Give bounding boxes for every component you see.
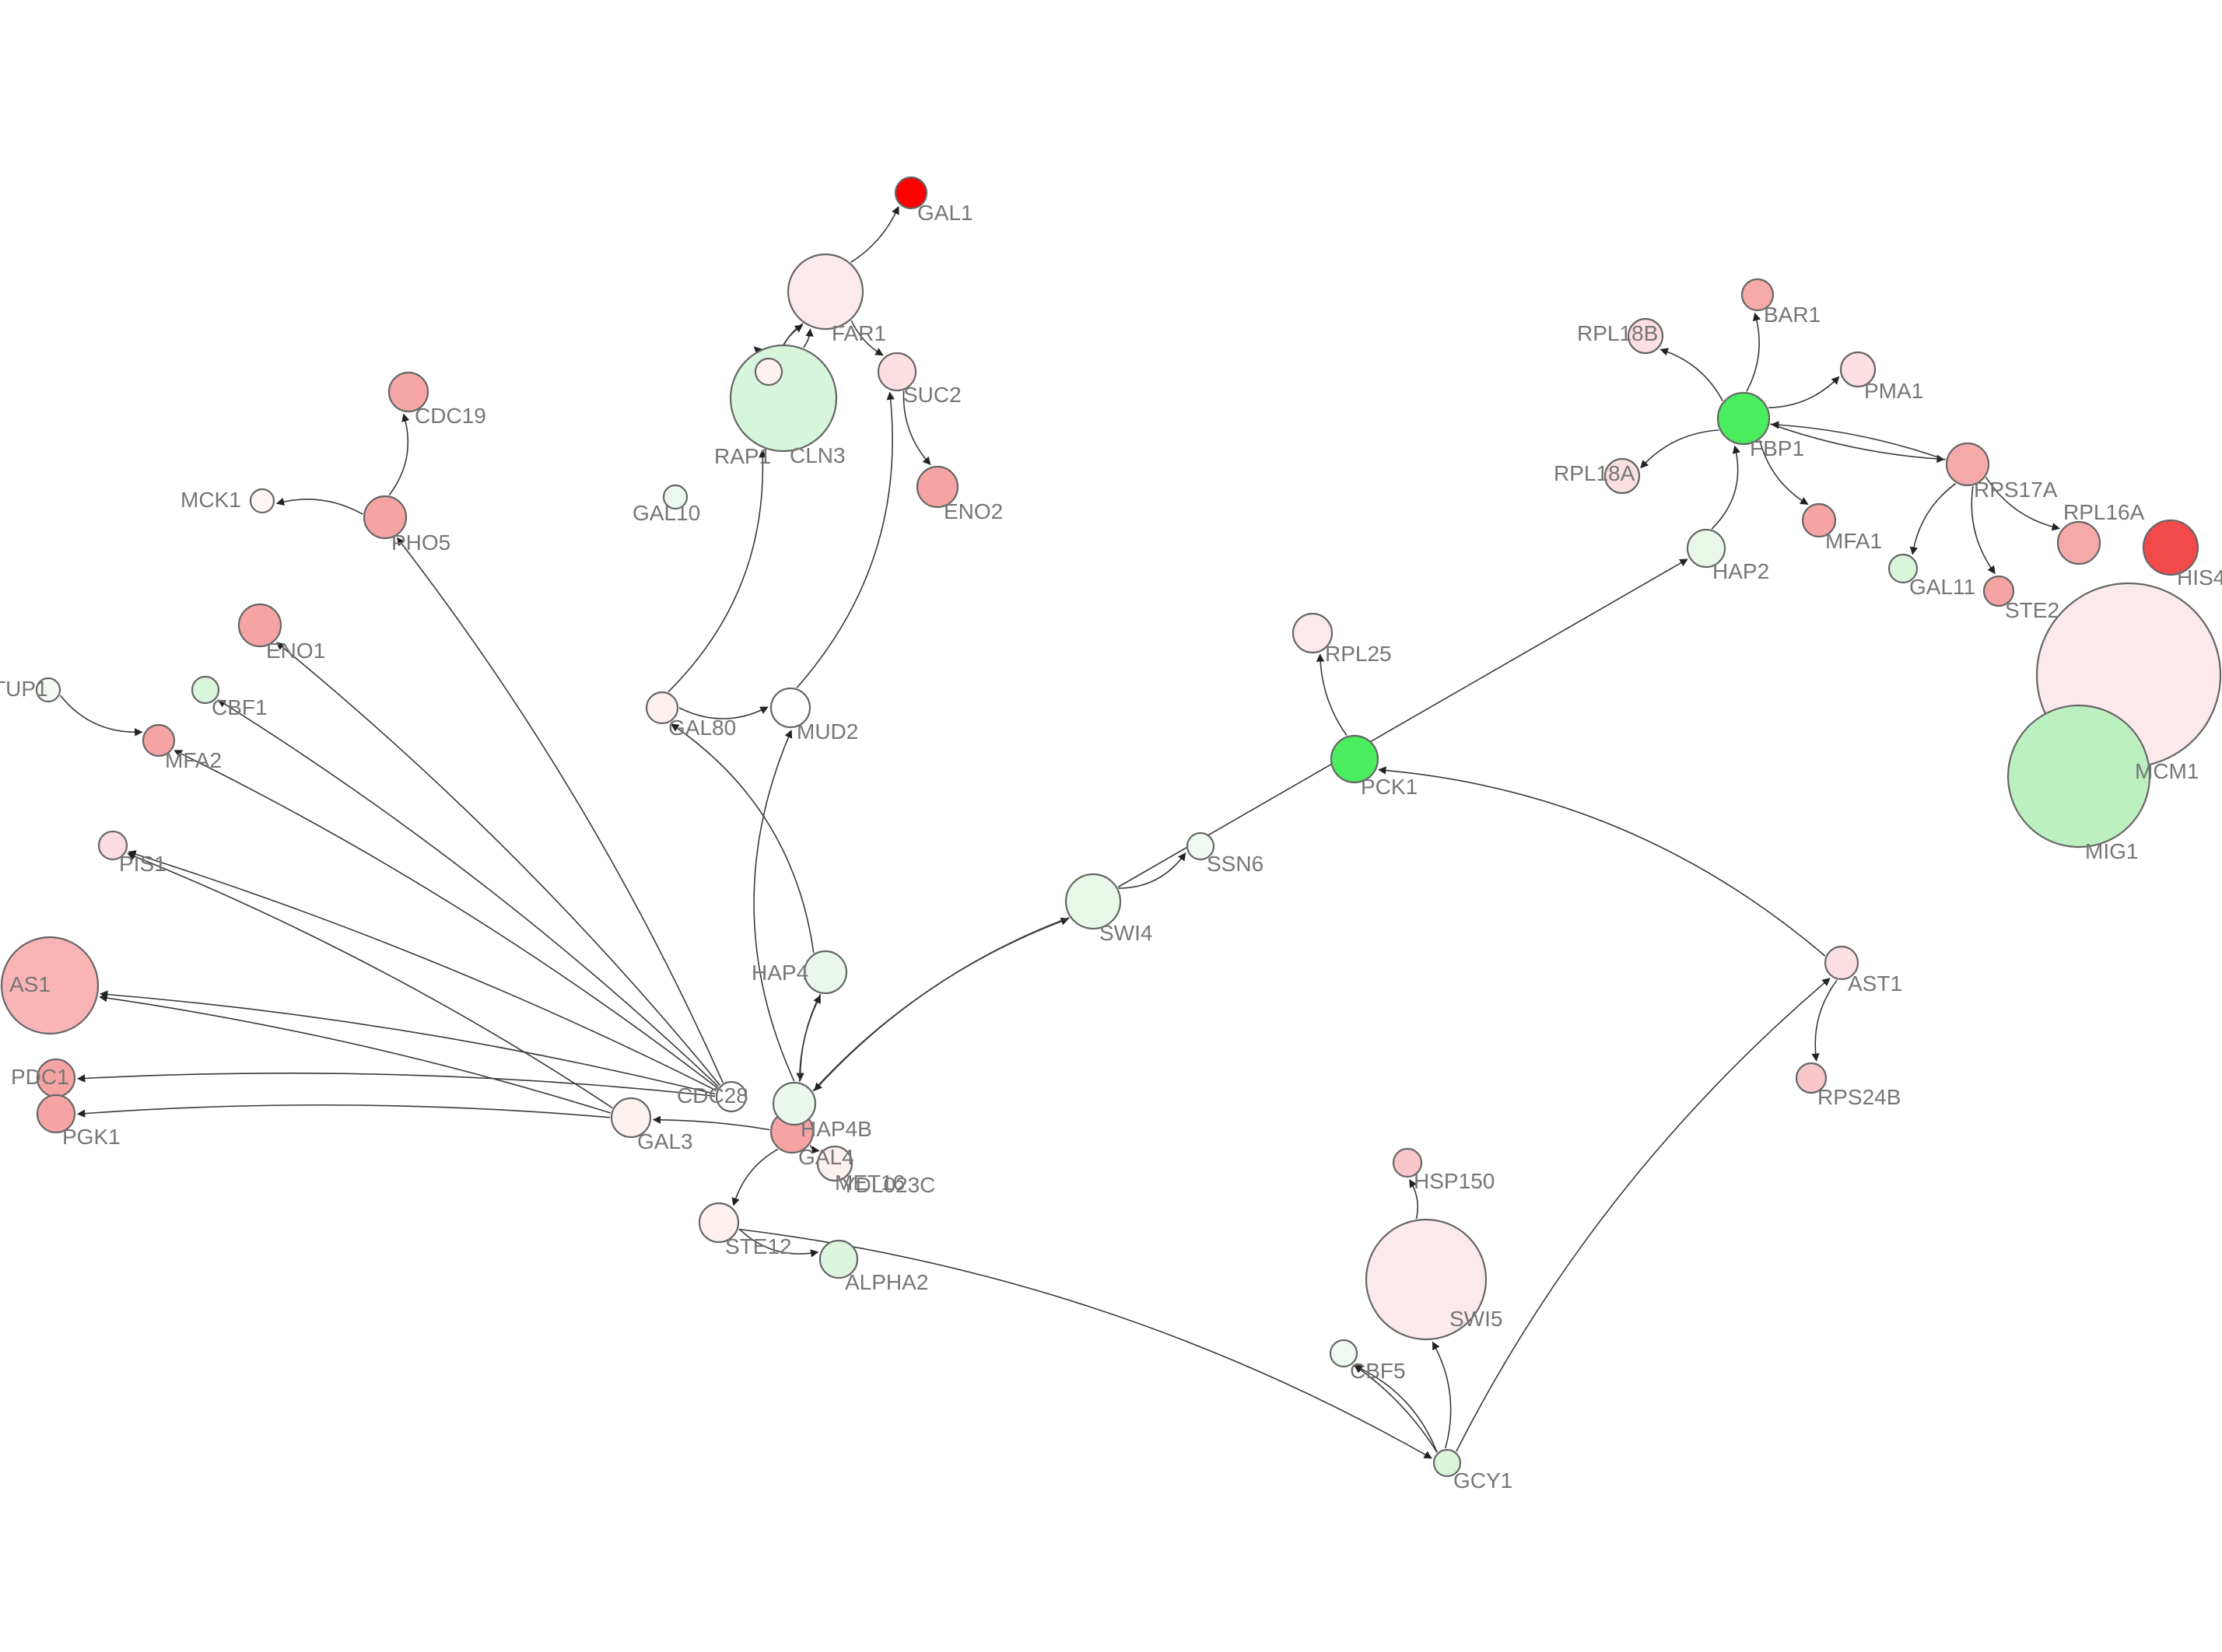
svg-text:PHO5: PHO5 — [391, 530, 450, 555]
svg-text:CBF5: CBF5 — [1350, 1359, 1406, 1383]
svg-text:ALPHA2: ALPHA2 — [845, 1270, 928, 1294]
svg-text:GAL10: GAL10 — [633, 501, 700, 525]
svg-text:RPL18A: RPL18A — [1554, 461, 1635, 485]
svg-text:MCM1: MCM1 — [2135, 759, 2199, 783]
svg-text:PGK1: PGK1 — [62, 1125, 121, 1149]
svg-text:MUD2: MUD2 — [797, 719, 858, 744]
svg-text:MET16: MET16 — [835, 1171, 905, 1195]
svg-text:GAL3: GAL3 — [637, 1129, 693, 1153]
svg-text:ENO1: ENO1 — [266, 639, 325, 663]
svg-text:GAL80: GAL80 — [668, 716, 736, 740]
svg-text:HSP150: HSP150 — [1414, 1169, 1495, 1193]
svg-text:SSN6: SSN6 — [1207, 852, 1263, 876]
svg-text:MCK1: MCK1 — [180, 488, 241, 512]
svg-text:PCK1: PCK1 — [1361, 775, 1418, 799]
svg-text:FAR1: FAR1 — [832, 321, 886, 345]
svg-text:STE12: STE12 — [725, 1234, 792, 1258]
svg-text:AS1: AS1 — [9, 972, 51, 996]
svg-text:MFA2: MFA2 — [165, 748, 222, 772]
svg-text:MFA1: MFA1 — [1825, 529, 1882, 553]
svg-text:RPL18B: RPL18B — [1577, 321, 1658, 345]
svg-text:SWI4: SWI4 — [1099, 921, 1152, 945]
svg-text:CBF1: CBF1 — [212, 695, 268, 719]
svg-text:RPL16A: RPL16A — [2063, 500, 2145, 524]
svg-text:GCY1: GCY1 — [1453, 1468, 1512, 1493]
svg-text:RAP1: RAP1 — [714, 444, 771, 468]
svg-text:HAP4B: HAP4B — [801, 1117, 872, 1141]
svg-text:FBP1: FBP1 — [1750, 436, 1804, 460]
svg-text:HAP2: HAP2 — [1712, 559, 1769, 583]
svg-text:TUP1: TUP1 — [0, 677, 48, 701]
svg-text:MIG1: MIG1 — [2085, 839, 2138, 863]
svg-text:CDC19: CDC19 — [415, 404, 486, 428]
svg-text:HAP4: HAP4 — [752, 961, 808, 985]
svg-text:HIS4: HIS4 — [2177, 565, 2222, 590]
svg-text:STE2: STE2 — [2005, 598, 2059, 622]
svg-text:RPS24B: RPS24B — [1817, 1085, 1901, 1109]
svg-text:CLN3: CLN3 — [790, 443, 846, 467]
svg-text:GAL4: GAL4 — [798, 1145, 854, 1169]
svg-text:SUC2: SUC2 — [903, 383, 962, 407]
svg-text:RPL25: RPL25 — [1325, 642, 1392, 666]
svg-text:GAL1: GAL1 — [917, 201, 973, 225]
svg-text:PDC1: PDC1 — [11, 1065, 69, 1089]
svg-text:AST1: AST1 — [1848, 971, 1902, 996]
svg-text:GAL11: GAL11 — [1909, 575, 1975, 599]
svg-text:CDC28: CDC28 — [677, 1083, 748, 1108]
svg-text:SWI5: SWI5 — [1449, 1307, 1502, 1331]
svg-text:PMA1: PMA1 — [1864, 379, 1923, 403]
svg-text:PIS1: PIS1 — [119, 852, 166, 876]
svg-text:ENO2: ENO2 — [944, 499, 1003, 523]
svg-text:RPS17A: RPS17A — [1974, 478, 2058, 502]
svg-text:BAR1: BAR1 — [1764, 303, 1821, 327]
